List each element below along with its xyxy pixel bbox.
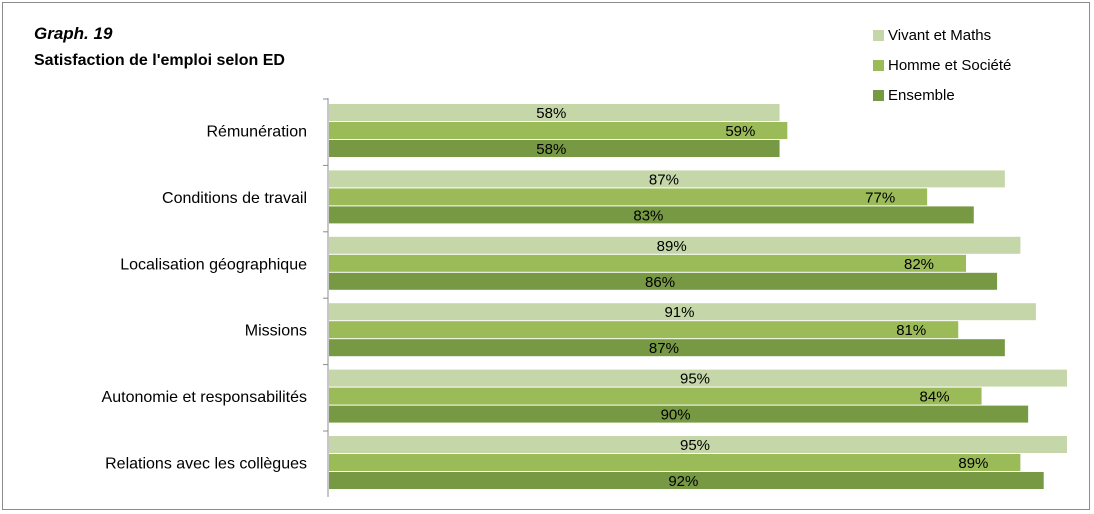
data-label-relations-avec-les-collegues-ensemble: 92%	[668, 473, 698, 490]
data-label-missions-homme-et-societe: 81%	[896, 322, 926, 339]
bar-localisation-geographique-vivant-et-maths	[329, 236, 1021, 254]
data-label-missions-vivant-et-maths: 91%	[664, 304, 694, 321]
legend-swatch-vivant-et-maths	[873, 29, 884, 41]
legend-label-ensemble: Ensemble	[888, 86, 955, 104]
bar-remuneration-ensemble	[329, 140, 780, 157]
bar-remuneration-vivant-et-maths	[329, 104, 780, 121]
data-label-localisation-geographique-ensemble: 86%	[645, 274, 675, 291]
legend-label-vivant-et-maths: Vivant et Maths	[888, 26, 992, 44]
data-label-autonomie-et-responsabilites-ensemble: 90%	[661, 407, 691, 424]
data-label-conditions-de-travail-ensemble: 83%	[633, 207, 663, 224]
data-label-remuneration-homme-et-societe: 59%	[725, 123, 755, 140]
bar-remuneration-homme-et-societe	[329, 122, 788, 139]
bar-conditions-de-travail-vivant-et-maths	[329, 170, 1005, 188]
chart-title: Graph. 19	[34, 24, 113, 43]
category-label-missions: Missions	[245, 323, 307, 340]
bar-localisation-geographique-homme-et-societe	[329, 254, 967, 272]
data-label-relations-avec-les-collegues-homme-et-societe: 89%	[958, 455, 988, 472]
data-label-relations-avec-les-collegues-vivant-et-maths: 95%	[680, 437, 710, 454]
category-label-autonomie-et-responsabilites: Autonomie et responsabilités	[102, 389, 307, 406]
category-label-localisation-geographique: Localisation géographique	[120, 256, 307, 273]
bar-autonomie-et-responsabilites-vivant-et-maths	[329, 369, 1067, 387]
legend-item-vivant-et-maths: Vivant et Maths	[873, 20, 1011, 50]
bar-relations-avec-les-collegues-ensemble	[329, 472, 1044, 489]
data-label-autonomie-et-responsabilites-vivant-et-maths: 95%	[680, 371, 710, 388]
data-label-conditions-de-travail-vivant-et-maths: 87%	[649, 171, 679, 188]
bar-conditions-de-travail-homme-et-societe	[329, 188, 928, 206]
chart-subtitle: Satisfaction de l'emploi selon ED	[34, 52, 285, 69]
bar-conditions-de-travail-ensemble	[329, 206, 974, 224]
bar-autonomie-et-responsabilites-ensemble	[329, 405, 1029, 423]
data-label-localisation-geographique-homme-et-societe: 82%	[904, 256, 934, 273]
legend-label-homme-et-societe: Homme et Société	[888, 56, 1012, 74]
bar-missions-homme-et-societe	[329, 321, 959, 339]
legend-item-homme-et-societe: Homme et Société	[873, 50, 1011, 80]
data-label-localisation-geographique-vivant-et-maths: 89%	[657, 238, 687, 255]
category-label-remuneration: Rémunération	[207, 124, 308, 141]
legend-swatch-ensemble	[873, 89, 884, 101]
legend-swatch-homme-et-societe	[873, 59, 884, 71]
category-label-relations-avec-les-collegues: Relations avec les collègues	[105, 456, 307, 473]
bar-relations-avec-les-collegues-vivant-et-maths	[329, 436, 1067, 453]
chart-legend: Vivant et Maths Homme et Société Ensembl…	[873, 20, 1011, 110]
bar-localisation-geographique-ensemble	[329, 272, 998, 290]
bar-autonomie-et-responsabilites-homme-et-societe	[329, 387, 982, 405]
legend-item-ensemble: Ensemble	[873, 80, 1011, 110]
data-label-missions-ensemble: 87%	[649, 340, 679, 357]
bar-missions-vivant-et-maths	[329, 303, 1036, 321]
data-label-remuneration-ensemble: 58%	[536, 141, 566, 158]
bar-missions-ensemble	[329, 339, 1005, 357]
data-label-remuneration-vivant-et-maths: 58%	[536, 105, 566, 122]
category-label-conditions-de-travail: Conditions de travail	[162, 190, 307, 207]
data-label-autonomie-et-responsabilites-homme-et-societe: 84%	[920, 389, 950, 406]
bar-relations-avec-les-collegues-homme-et-societe	[329, 454, 1021, 471]
data-label-conditions-de-travail-homme-et-societe: 77%	[865, 189, 895, 206]
